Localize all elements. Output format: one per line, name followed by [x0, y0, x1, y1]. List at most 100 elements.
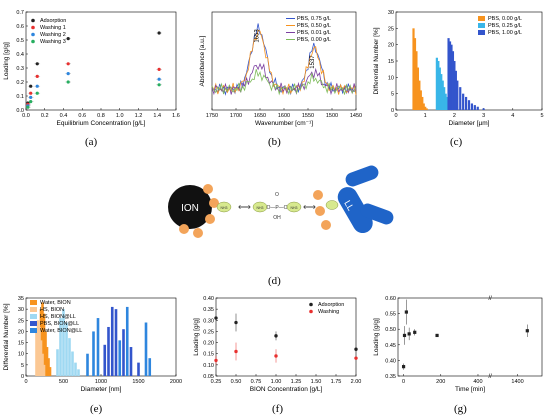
x-tick-label: 0 — [394, 113, 397, 119]
x-tick-label: 400 — [473, 379, 482, 385]
x-axis-label: Diameter [µm] — [449, 120, 490, 127]
bar — [62, 309, 65, 376]
axis-break: // — [488, 374, 492, 380]
x-axis-label: Time [min] — [455, 386, 485, 393]
panel-label-f: (f) — [272, 403, 283, 415]
bar — [456, 80, 459, 110]
legend-label: Water, BION — [40, 300, 71, 306]
x-tick-label: 1550 — [302, 113, 314, 119]
legend-marker — [31, 18, 35, 23]
y-tick-label: 0.15 — [203, 352, 214, 358]
x-tick-label: 0.4 — [60, 113, 68, 119]
x-tick-label: 1650 — [254, 113, 266, 119]
arrow-right: ⟷ — [303, 202, 316, 212]
plot-frame — [397, 297, 543, 377]
x-tick-label: 2.00 — [351, 379, 362, 385]
y-axis-label: Differential Number [%] — [3, 303, 10, 370]
legend-label: PBS, 0.75 g/L — [297, 16, 331, 22]
legend-label: Washing 3 — [40, 39, 66, 45]
spectrum-line — [211, 69, 357, 96]
peak-annotation: 1653 — [255, 29, 261, 43]
panel-label-c: (c) — [450, 136, 463, 148]
svg-text:LL: LL — [342, 199, 356, 213]
y-tick-label: 0.40 — [203, 296, 214, 302]
bar — [86, 353, 89, 376]
bar — [422, 103, 425, 110]
legend-label: HS, BION@LL — [40, 314, 76, 320]
data-point — [404, 310, 408, 314]
data-point — [413, 330, 417, 334]
bar — [482, 108, 485, 110]
x-tick-label: 500 — [59, 379, 68, 385]
ion-ligands — [179, 184, 219, 238]
bar — [444, 93, 447, 110]
y-tick-label: 10 — [18, 352, 24, 358]
bar — [56, 349, 59, 376]
y-tick-label: 10 — [388, 75, 394, 81]
legend-label: PBS, 0.50 g/L — [297, 23, 331, 29]
panel-e: 0 500 1000 1500 2000 0 5 10 15 20 25 30 35 Diameter [… — [0, 292, 185, 420]
data-point — [35, 84, 39, 88]
peak-annotation: 1537 — [310, 55, 316, 69]
bar — [438, 67, 441, 110]
y-tick-label: 0.40 — [385, 358, 396, 364]
y-tick-label: 0.35 — [385, 374, 396, 380]
x-tick-label: 2000 — [170, 379, 182, 385]
x-tick-label: 0.75 — [251, 379, 262, 385]
y-tick-label: 0.30 — [203, 318, 214, 324]
y-tick-label: 5 — [391, 92, 394, 98]
y-tick-label: 0 — [21, 374, 24, 380]
x-tick-label: 1500 — [132, 379, 144, 385]
bar — [148, 358, 152, 376]
panel-a: 0.0 0.2 0.4 0.6 0.8 1.0 1.2 1.4 1.6 0.0 0.1 0.2 0.3 0… — [0, 0, 185, 155]
x-tick-label: 200 — [436, 379, 445, 385]
ion-label: ION — [181, 203, 199, 214]
legend-label: PBS, BION@LL — [40, 321, 79, 327]
data-point — [29, 84, 33, 88]
panel-label-g: (g) — [454, 403, 467, 415]
bar — [440, 74, 443, 110]
legend-marker — [309, 309, 313, 314]
y-tick-label: 25 — [388, 26, 394, 32]
legend-swatch — [30, 307, 37, 312]
bar — [441, 80, 444, 110]
bar — [42, 364, 46, 376]
plot-frame — [211, 11, 357, 111]
data-point — [157, 77, 161, 81]
x-tick-label: 1600 — [278, 113, 290, 119]
legend-label: PBS, 0.25 g/L — [488, 23, 522, 29]
data-point — [274, 354, 278, 358]
panel-label-d: (d) — [268, 275, 281, 287]
bar — [451, 51, 455, 110]
legend-label: Washing — [318, 309, 339, 315]
data-point — [157, 83, 161, 87]
bar — [71, 351, 74, 376]
x-axis-label: Diameter [nm] — [81, 386, 122, 393]
legend-label: PBS, 0.00 g/L — [488, 16, 522, 22]
phosphate-group: NH3 O O—P—O OH NH3 — [252, 192, 302, 221]
data-point — [29, 100, 33, 104]
y-tick-label: 0.10 — [203, 363, 214, 369]
axis-break: // — [488, 296, 492, 302]
legend-label: PBS, 0.01 g/L — [297, 30, 331, 36]
legend-marker — [31, 39, 35, 44]
data-point — [157, 67, 161, 71]
bar — [454, 70, 457, 110]
y-tick-label: 0.1 — [16, 94, 24, 100]
data-point — [35, 62, 39, 66]
data-point — [234, 349, 238, 354]
data-point — [66, 80, 70, 84]
x-tick-label: 0.2 — [41, 113, 49, 119]
x-axis-label: BION Concentration [g/L] — [250, 386, 323, 393]
ion-core — [168, 185, 212, 229]
bar — [421, 96, 424, 110]
bar — [450, 44, 453, 110]
bar — [476, 106, 479, 110]
bar — [467, 100, 471, 110]
x-tick-label: 0 — [402, 379, 405, 385]
bar — [413, 38, 417, 111]
bar — [39, 340, 43, 376]
bar — [443, 87, 446, 110]
panel-f: 0.25 0.50 0.75 1.00 1.25 1.50 1.75 2.00 0.05 0.10… — [188, 292, 363, 420]
x-tick-label: 1.00 — [271, 379, 282, 385]
